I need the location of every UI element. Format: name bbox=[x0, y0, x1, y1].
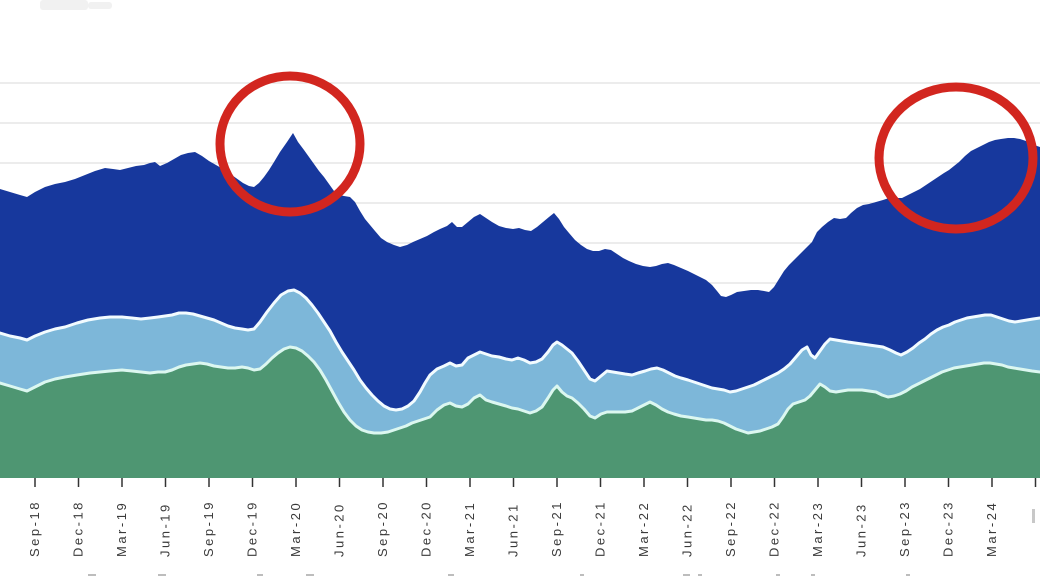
cutoff-text-fragment bbox=[698, 574, 702, 576]
cutoff-text-fragment bbox=[448, 574, 454, 576]
cutoff-text-fragment bbox=[580, 574, 584, 576]
light-blue-band-outline bbox=[0, 288, 1040, 412]
x-axis-label: Sep-21 bbox=[549, 500, 564, 557]
x-axis-label: Mar-21 bbox=[462, 501, 477, 557]
x-axis-label: Mar-24 bbox=[984, 501, 999, 557]
x-axis-label: Jun-19 bbox=[158, 502, 173, 557]
smudge-artifact bbox=[88, 2, 112, 9]
cutoff-label-fragment bbox=[1032, 509, 1035, 523]
cutoff-text-fragment bbox=[306, 574, 314, 576]
area-green bbox=[0, 347, 1040, 478]
smudge-artifact bbox=[40, 0, 88, 10]
cutoff-text-fragment bbox=[811, 574, 815, 576]
x-axis-label: Dec-21 bbox=[593, 500, 608, 557]
x-axis-label: Mar-19 bbox=[114, 501, 129, 557]
x-axis-label: Mar-23 bbox=[810, 501, 825, 557]
cutoff-text-fragment bbox=[906, 574, 910, 576]
cutoff-text-fragment bbox=[683, 574, 690, 576]
x-axis-label: Sep-18 bbox=[27, 500, 42, 557]
x-axis-label: Mar-22 bbox=[636, 501, 651, 557]
x-axis-label: Sep-19 bbox=[201, 500, 216, 557]
x-axis-label: Jun-22 bbox=[680, 502, 695, 557]
cutoff-text-fragment bbox=[88, 574, 96, 576]
cutoff-text-fragment bbox=[776, 574, 780, 576]
x-axis-label: Dec-23 bbox=[941, 500, 956, 557]
x-axis-label: Dec-20 bbox=[419, 500, 434, 557]
green-band-outline bbox=[0, 345, 1040, 435]
x-axis-label: Dec-19 bbox=[245, 500, 260, 557]
cutoff-text-fragment bbox=[257, 574, 263, 576]
x-axis-label: Jun-20 bbox=[332, 502, 347, 557]
x-axis-label: Jun-23 bbox=[854, 502, 869, 557]
annotation-circle-1 bbox=[215, 71, 365, 217]
x-axis-label: Sep-20 bbox=[375, 500, 390, 557]
x-axis-label: Sep-23 bbox=[897, 500, 912, 557]
x-axis-label: Mar-20 bbox=[288, 501, 303, 557]
x-axis-label: Sep-22 bbox=[723, 500, 738, 557]
x-axis-label: Dec-22 bbox=[767, 500, 782, 557]
cutoff-text-fragment bbox=[158, 574, 166, 576]
x-axis-label: Dec-18 bbox=[71, 500, 86, 557]
annotation-circle-2 bbox=[874, 82, 1038, 234]
x-axis-label: Jun-21 bbox=[506, 502, 521, 557]
